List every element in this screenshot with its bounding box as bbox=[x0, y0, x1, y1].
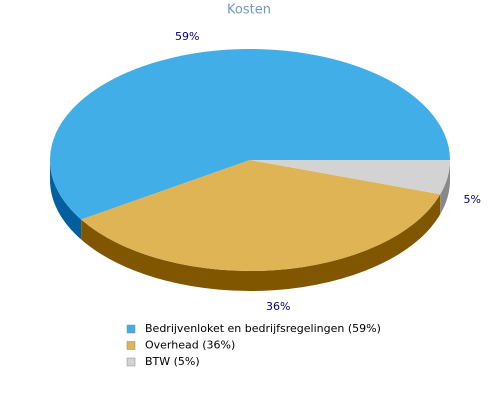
legend-label: Bedrijvenloket en bedrijfsregelingen (59… bbox=[145, 322, 381, 335]
slice bbox=[250, 160, 450, 195]
slice-side bbox=[81, 194, 441, 291]
legend-label: BTW (5%) bbox=[145, 355, 200, 368]
value-label: 5% bbox=[464, 193, 481, 206]
value-label: 36% bbox=[266, 300, 290, 313]
legend-swatch bbox=[126, 357, 136, 367]
chart-title: Kosten bbox=[227, 3, 271, 18]
slice bbox=[81, 160, 441, 272]
slice bbox=[49, 48, 450, 220]
value-label: 59% bbox=[175, 30, 199, 43]
legend-swatch bbox=[126, 324, 136, 334]
legend-swatch bbox=[126, 341, 136, 350]
legend-label: Overhead (36%) bbox=[145, 339, 235, 352]
slice-side bbox=[50, 160, 82, 240]
slice-side bbox=[440, 160, 450, 215]
